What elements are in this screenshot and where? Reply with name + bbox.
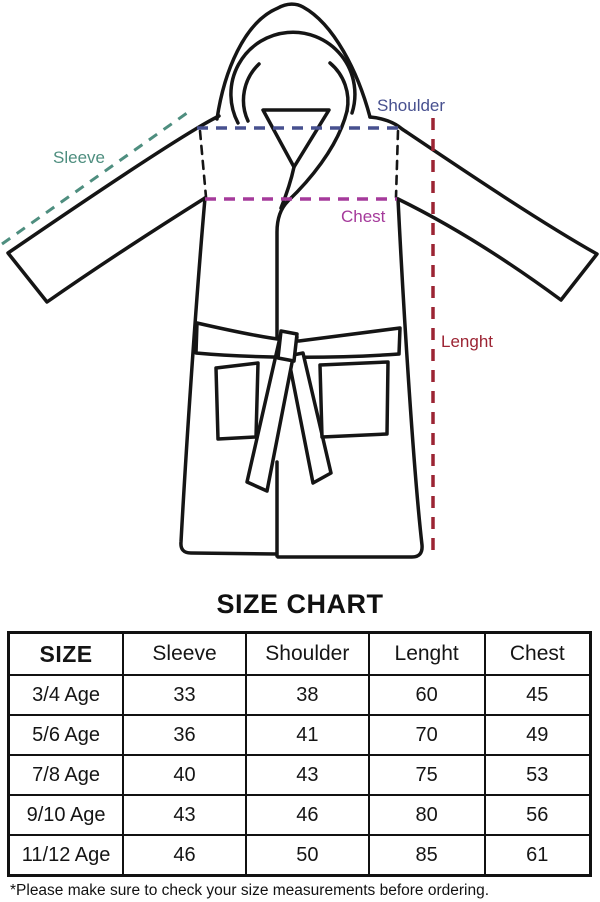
size-cell: 7/8 Age	[7, 754, 125, 796]
value-cell: 38	[244, 674, 370, 716]
column-header-sleeve: Sleeve	[122, 631, 247, 676]
table-row: 3/4 Age 33 38 60 45	[7, 674, 592, 716]
size-cell: 5/6 Age	[7, 714, 125, 756]
column-header-chest: Chest	[483, 631, 592, 676]
size-cell: 9/10 Age	[7, 794, 125, 836]
value-cell: 36	[122, 714, 247, 756]
value-cell: 56	[483, 794, 592, 836]
column-header-shoulder: Shoulder	[244, 631, 370, 676]
size-table-body: 3/4 Age 33 38 60 45 5/6 Age 36 41 70 49 7/8 Age 40 4…	[7, 674, 592, 877]
value-cell: 61	[483, 834, 592, 877]
robe-measurement-diagram: Sleeve Shoulder Chest Lenght	[1, 2, 599, 559]
robe-right-pocket	[318, 360, 390, 439]
value-cell: 46	[122, 834, 247, 877]
value-cell: 41	[244, 714, 370, 756]
robe-belt-tie-right	[286, 351, 333, 485]
value-cell: 53	[483, 754, 592, 796]
robe-belt	[194, 321, 402, 360]
value-cell: 75	[367, 754, 486, 796]
size-table: SIZE Sleeve Shoulder Lenght Chest 3/4 Age 33 3…	[7, 631, 592, 877]
robe-lapel-line	[279, 165, 296, 210]
robe-hood-inner-arc	[229, 30, 357, 125]
robe-right-panel	[276, 197, 424, 559]
sleeve-measure-line	[1, 111, 188, 246]
value-cell: 33	[122, 674, 247, 716]
value-cell: 40	[122, 754, 247, 796]
robe-left-pocket	[214, 361, 260, 441]
size-cell: 3/4 Age	[7, 674, 125, 716]
footnote: *Please make sure to check your size mea…	[10, 882, 490, 899]
column-header-lenght: Lenght	[367, 631, 486, 676]
shoulder-label: Shoulder	[377, 96, 445, 115]
size-chart-title: SIZE CHART	[216, 589, 384, 619]
sleeve-label: Sleeve	[53, 148, 105, 167]
value-cell: 85	[367, 834, 486, 877]
value-cell: 43	[122, 794, 247, 836]
seam-dash-right	[394, 129, 400, 199]
table-row: 9/10 Age 43 46 80 56	[7, 794, 592, 836]
robe-vneck-triangle	[261, 108, 331, 169]
value-cell: 80	[367, 794, 486, 836]
robe-left-sleeve	[6, 114, 221, 304]
robe-belt-knot	[276, 329, 299, 363]
chest-label: Chest	[341, 207, 386, 226]
value-cell: 45	[483, 674, 592, 716]
robe-right-sleeve	[368, 115, 599, 302]
value-cell: 50	[244, 834, 370, 877]
robe-face-arc-left	[241, 62, 261, 123]
value-cell: 43	[244, 754, 370, 796]
value-cell: 70	[367, 714, 486, 756]
robe-hood-outline	[215, 2, 372, 121]
value-cell: 60	[367, 674, 486, 716]
robe-front-edge	[275, 109, 349, 354]
value-cell: 49	[483, 714, 592, 756]
length-label: Lenght	[441, 332, 493, 351]
size-table-header-row: SIZE Sleeve Shoulder Lenght Chest	[7, 631, 592, 676]
table-row: 11/12 Age 46 50 85 61	[7, 834, 592, 877]
robe-left-panel	[179, 196, 278, 556]
robe-face-arc-right	[328, 61, 350, 113]
seam-dash-left	[198, 129, 208, 199]
table-row: 7/8 Age 40 43 75 53	[7, 754, 592, 796]
value-cell: 46	[244, 794, 370, 836]
size-cell: 11/12 Age	[7, 834, 125, 877]
table-row: 5/6 Age 36 41 70 49	[7, 714, 592, 756]
column-header-size: SIZE	[7, 631, 125, 676]
